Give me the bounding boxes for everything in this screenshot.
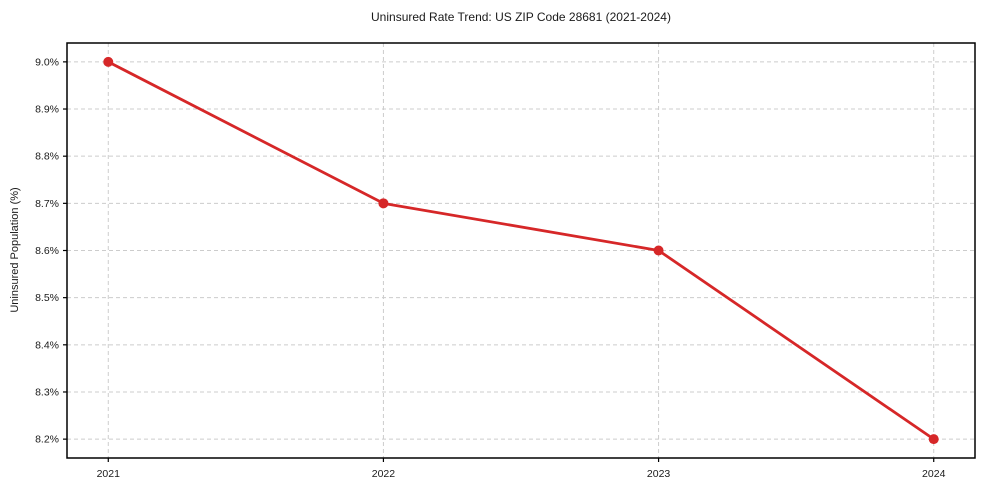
y-tick-label: 9.0% (35, 56, 59, 68)
x-tick-label: 2024 (922, 468, 946, 480)
plot-frame (66, 42, 976, 459)
y-tick-label: 8.4% (35, 339, 59, 351)
y-tick-label: 8.9% (35, 104, 59, 116)
chart-title: Uninsured Rate Trend: US ZIP Code 28681 … (371, 10, 671, 24)
y-tick-label: 8.7% (35, 198, 59, 210)
x-tick-label: 2023 (647, 468, 671, 480)
axes-and-ticks: 9.0% 8.9% 8.8% 8.7% 8.6% 8.5% 8.4% 8.3% 8.2% 2021… (35, 42, 976, 480)
y-tick-label: 8.8% (35, 151, 59, 163)
data-point (378, 198, 389, 209)
trend-line-series (103, 56, 939, 445)
y-tick-label: 8.2% (35, 434, 59, 446)
y-tick-label: 8.6% (35, 245, 59, 257)
data-point (653, 245, 664, 256)
y-tick-label: 8.5% (35, 292, 59, 304)
y-tick-label: 8.3% (35, 386, 59, 398)
gridlines (67, 43, 975, 458)
data-point (928, 434, 939, 445)
x-tick-label: 2022 (372, 468, 396, 480)
data-point (103, 56, 114, 67)
x-tick-label: 2021 (97, 468, 121, 480)
y-axis-label: Uninsured Population (%) (9, 187, 21, 312)
trend-line (106, 60, 936, 441)
